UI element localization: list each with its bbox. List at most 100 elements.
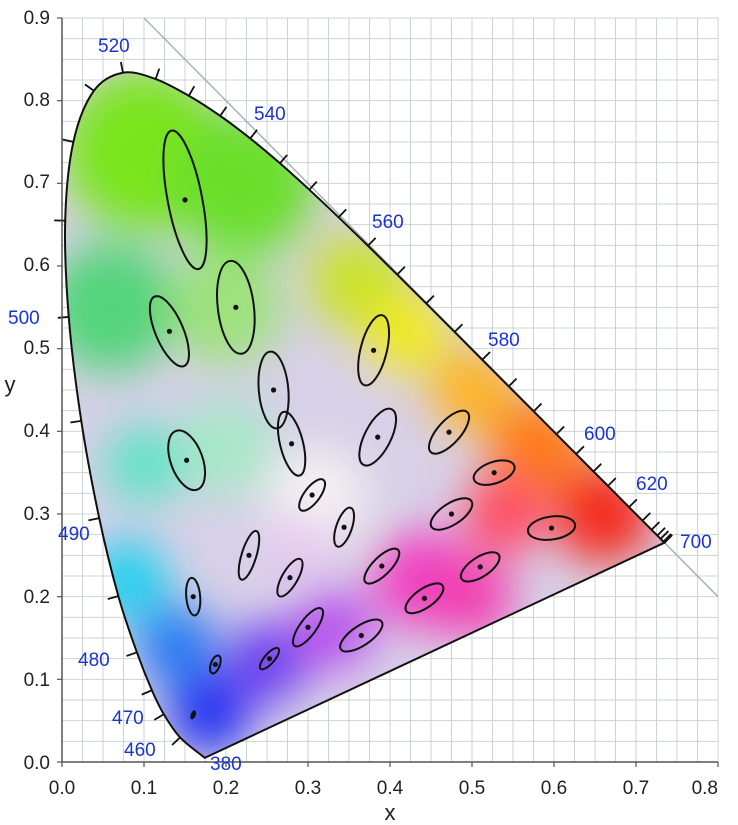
wavelength-label-540: 540: [254, 104, 286, 125]
ellipse-center-dot: [305, 624, 311, 630]
wavelength-tick: [592, 463, 602, 473]
ellipse-center-dot: [287, 575, 293, 581]
gamut-color-fill: [65, 72, 665, 758]
wavelength-label-520: 520: [98, 36, 130, 57]
wavelength-tick: [367, 237, 377, 247]
wavelength-tick: [662, 533, 672, 543]
gamut-color-blob: [168, 249, 284, 365]
ellipse-center-dot: [477, 564, 483, 570]
wavelength-tick: [650, 521, 661, 531]
ellipse-group: [148, 129, 577, 720]
wavelength-tick: [659, 530, 670, 540]
wavelength-tick: [188, 85, 196, 97]
ellipse-center-dot: [190, 712, 196, 718]
wavelength-label-490: 490: [58, 524, 90, 545]
wavelength-tick: [425, 295, 435, 305]
gamut-color-blob: [365, 291, 448, 374]
ellipse-center-dot: [289, 441, 295, 447]
wavelength-label-500: 500: [8, 308, 40, 329]
gamut-color-blob: [103, 423, 185, 506]
ellipse-center-dot: [309, 492, 315, 498]
wavelength-tick: [141, 689, 153, 696]
ellipse-center-dot: [182, 197, 188, 203]
ellipse-center-dot: [233, 304, 239, 310]
wavelength-tick: [663, 534, 673, 544]
spectral-locus-outline: [64, 71, 667, 760]
x-tick-label: 0.5: [459, 778, 485, 799]
gamut-color-blob: [226, 621, 308, 704]
x-tick-label: 0.4: [377, 778, 404, 799]
macadam-ellipse: [291, 607, 325, 648]
gamut-color-blob: [291, 588, 374, 671]
wavelength-tick: [171, 736, 181, 746]
ellipse-center-dot: [166, 328, 173, 334]
axes: [57, 17, 719, 767]
macadam-ellipse: [237, 529, 261, 581]
y-tick-label: 0.9: [24, 8, 50, 29]
wavelength-label-560: 560: [372, 212, 404, 233]
ellipse-center-dot: [421, 595, 428, 601]
wavelength-tick: [62, 138, 74, 143]
wavelength-ticks: [54, 61, 673, 746]
y-tick-label: 0.6: [24, 255, 50, 276]
wavelength-tick: [453, 323, 464, 333]
x-tick-label: 0.0: [49, 778, 75, 799]
x-tick-label: 0.3: [295, 778, 321, 799]
ellipse-center-dot: [358, 632, 364, 639]
wavelength-label-380: 380: [210, 754, 242, 775]
gamut-color-blob: [65, 241, 177, 373]
gamut-clip-group: [65, 72, 665, 758]
wavelength-tick: [57, 316, 69, 319]
macadam-ellipse: [276, 410, 307, 477]
macadam-ellipse: [209, 654, 222, 675]
x-axis-label: x: [385, 800, 396, 825]
gamut-color-blob: [86, 539, 169, 622]
y-tick-label: 0.3: [24, 504, 50, 525]
ellipse-center-dot: [184, 457, 190, 463]
wavelength-tick: [607, 477, 617, 487]
macadam-ellipse: [162, 129, 208, 271]
macadam-ellipse: [333, 506, 356, 548]
ellipse-center-dot: [212, 661, 218, 668]
wavelength-tick: [337, 208, 347, 218]
wavelength-label-620: 620: [636, 474, 668, 495]
macadam-ellipse: [298, 478, 327, 512]
ellipse-center-dot: [491, 470, 497, 476]
macadam-ellipse: [358, 407, 398, 467]
macadam-ellipse: [148, 295, 190, 368]
macadam-ellipse: [258, 646, 281, 671]
gamut-blur-group: [65, 72, 653, 754]
gamut-color-blob: [176, 398, 276, 498]
wavelength-tick: [119, 61, 124, 73]
wavelength-label-460: 460: [124, 740, 156, 761]
macadam-ellipse: [339, 618, 384, 653]
macadam-ellipse: [526, 515, 577, 541]
wavelength-tick: [249, 129, 258, 140]
gamut-color-blob: [431, 555, 513, 638]
y-axis-label: y: [5, 372, 16, 397]
wavelength-label-600: 600: [584, 424, 616, 445]
wavelength-tick: [308, 181, 318, 191]
wavelength-tick: [219, 106, 228, 117]
wavelength-tick: [154, 68, 161, 80]
wavelength-tick: [88, 517, 100, 522]
y-tick-label: 0.5: [24, 338, 50, 359]
wavelength-tick: [70, 419, 82, 424]
y-tick-label: 0.8: [24, 90, 50, 111]
y-tick-label: 0.7: [24, 172, 50, 193]
wavelength-tick: [279, 154, 288, 164]
macadam-ellipse: [167, 429, 207, 492]
wavelength-label-480: 480: [78, 650, 110, 671]
gamut-color-blob: [135, 605, 218, 688]
wavelength-tick: [656, 527, 666, 537]
y-tick-label: 0.1: [24, 670, 50, 691]
wavelength-tick: [533, 402, 543, 412]
y-tick-label: 0.2: [24, 587, 50, 608]
macadam-ellipse: [459, 551, 501, 583]
macadam-ellipse: [472, 459, 516, 486]
macadam-ellipse: [276, 557, 304, 598]
ellipse-center-dot: [270, 387, 277, 393]
ellipse-center-dot: [341, 524, 347, 530]
x-tick-label: 0.6: [541, 778, 567, 799]
wavelength-tick: [628, 498, 638, 508]
